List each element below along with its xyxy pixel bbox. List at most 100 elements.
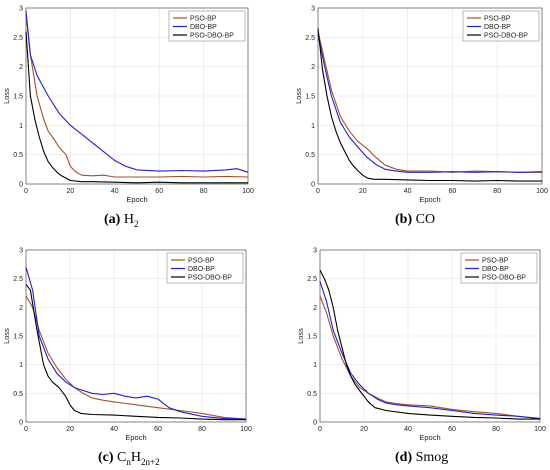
x-tick-label: 80 — [198, 426, 206, 433]
x-tick-label: 40 — [111, 188, 119, 195]
x-tick-label: 100 — [240, 426, 252, 433]
chart-panel-cnh2n2: 0 20 40 60 80 100 0 0.5 1 1.5 2 2.5 3 Epoch Loss PSO-BP… — [0, 240, 275, 470]
y-axis-label: Loss — [2, 88, 11, 104]
x-axis-label: Epoch — [126, 195, 147, 204]
x-tick-label: 80 — [493, 188, 501, 195]
chart-panel-h2: 0 20 40 60 80 100 0 0.5 1 1.5 2 2.5 3 Epoch Loss PSO-BP… — [0, 0, 275, 230]
y-tick-label: 3 — [313, 248, 317, 255]
series-line-dbo-bp — [317, 34, 543, 173]
y-axis-label: Loss — [2, 328, 11, 344]
legend-label: PSO-BP — [190, 15, 217, 22]
chart-svg: 0 20 40 60 80 100 0 0.5 1 1.5 2 2.5 3 Epoch Loss PSO-BP… — [296, 248, 546, 443]
y-tick-label: 0.5 — [13, 391, 23, 398]
caption-smog: (d) Smog — [395, 450, 449, 465]
y-tick-label: 0.5 — [13, 152, 23, 159]
caption-cnh2n2: (c) CnH2n+2 — [98, 450, 160, 467]
series-line-pso-bp — [25, 13, 249, 178]
y-tick-label: 1 — [19, 362, 23, 369]
legend-label: PSO-BP — [482, 257, 509, 264]
plot-frame — [317, 7, 543, 185]
plot-frame — [319, 249, 541, 423]
x-tick-label: 100 — [534, 426, 546, 433]
series-line-dbo-bp — [25, 10, 249, 173]
series-line-pso-dbo-bp — [317, 28, 542, 182]
y-tick-label: 1 — [313, 362, 317, 369]
legend-label: PSO-BP — [188, 257, 215, 264]
y-tick-label: 2.5 — [13, 276, 23, 283]
x-tick-label: 60 — [449, 188, 457, 195]
x-tick-label: 100 — [536, 188, 548, 195]
caption-h2: (a) H2 — [104, 212, 139, 229]
y-tick-label: 2 — [19, 305, 23, 312]
caption-co: (b) CO — [395, 212, 436, 227]
y-tick-label: 2 — [19, 64, 23, 71]
y-tick-label: 3 — [19, 248, 23, 255]
x-tick-label: 0 — [24, 426, 28, 433]
y-tick-label: 2.5 — [305, 35, 315, 42]
x-tick-label: 20 — [66, 426, 74, 433]
x-tick-label: 40 — [404, 188, 412, 195]
series-line-pso-dbo-bp — [25, 284, 246, 421]
x-axis-label: Epoch — [125, 433, 146, 442]
x-tick-label: 0 — [318, 426, 322, 433]
y-tick-label: 1 — [311, 123, 315, 130]
x-axis-label: Epoch — [419, 433, 440, 442]
y-tick-label: 1.5 — [307, 334, 317, 341]
y-tick-label: 1 — [19, 123, 23, 130]
series-line-pso-bp — [319, 295, 541, 420]
x-tick-label: 80 — [200, 188, 208, 195]
x-axis-label: Epoch — [419, 195, 440, 204]
x-tick-label: 0 — [24, 188, 28, 195]
legend-label: DBO-BP — [188, 266, 215, 273]
legend-label: DBO-BP — [484, 24, 511, 31]
x-tick-label: 60 — [154, 426, 162, 433]
series-line-dbo-bp — [25, 267, 247, 420]
y-tick-label: 0 — [19, 420, 23, 427]
y-tick-label: 2 — [313, 305, 317, 312]
series-line-pso-bp — [317, 31, 542, 173]
series-line-pso-dbo-bp — [319, 269, 540, 420]
series-line-pso-bp — [25, 295, 247, 420]
y-tick-label: 3 — [19, 6, 23, 13]
series-line-pso-dbo-bp — [25, 31, 248, 184]
y-axis-label: Loss — [296, 328, 305, 344]
y-tick-label: 0 — [313, 420, 317, 427]
legend-label: PSO-DBO-BP — [190, 32, 234, 39]
chart-svg: 0 20 40 60 80 100 0 0.5 1 1.5 2 2.5 3 Epoch Loss PSO-BP… — [2, 248, 252, 443]
y-tick-label: 0 — [311, 182, 315, 189]
y-tick-label: 2.5 — [13, 35, 23, 42]
y-tick-label: 0.5 — [307, 391, 317, 398]
x-tick-label: 40 — [404, 426, 412, 433]
y-tick-label: 1.5 — [13, 94, 23, 101]
x-tick-label: 60 — [448, 426, 456, 433]
y-tick-label: 2.5 — [307, 276, 317, 283]
y-axis-label: Loss — [294, 88, 303, 104]
x-tick-label: 20 — [359, 188, 367, 195]
y-tick-label: 3 — [311, 6, 315, 13]
x-tick-label: 60 — [155, 188, 163, 195]
x-tick-label: 100 — [242, 188, 254, 195]
legend-label: PSO-DBO-BP — [484, 32, 528, 39]
plot-frame — [25, 7, 249, 185]
y-tick-label: 0 — [19, 182, 23, 189]
legend-label: DBO-BP — [190, 24, 217, 31]
y-tick-label: 0.5 — [305, 152, 315, 159]
x-tick-label: 20 — [360, 426, 368, 433]
chart-panel-smog: 0 20 40 60 80 100 0 0.5 1 1.5 2 2.5 3 Epoch Loss PSO-BP… — [280, 240, 550, 470]
x-tick-label: 20 — [67, 188, 75, 195]
chart-svg: 0 20 40 60 80 100 0 0.5 1 1.5 2 2.5 3 Epoch Loss PSO-BP… — [2, 6, 254, 205]
y-tick-label: 2 — [311, 64, 315, 71]
plot-frame — [25, 249, 247, 423]
legend-label: PSO-BP — [484, 15, 511, 22]
legend-label: PSO-DBO-BP — [188, 274, 232, 281]
legend-label: DBO-BP — [482, 266, 509, 273]
y-tick-label: 1.5 — [13, 334, 23, 341]
x-tick-label: 0 — [316, 188, 320, 195]
series-line-dbo-bp — [319, 281, 541, 420]
legend-label: PSO-DBO-BP — [482, 274, 526, 281]
chart-svg: 0 20 40 60 80 100 0 0.5 1 1.5 2 2.5 3 Epoch Loss PSO-BP… — [294, 6, 548, 205]
x-tick-label: 80 — [492, 426, 500, 433]
x-tick-label: 40 — [110, 426, 118, 433]
y-tick-label: 1.5 — [305, 94, 315, 101]
